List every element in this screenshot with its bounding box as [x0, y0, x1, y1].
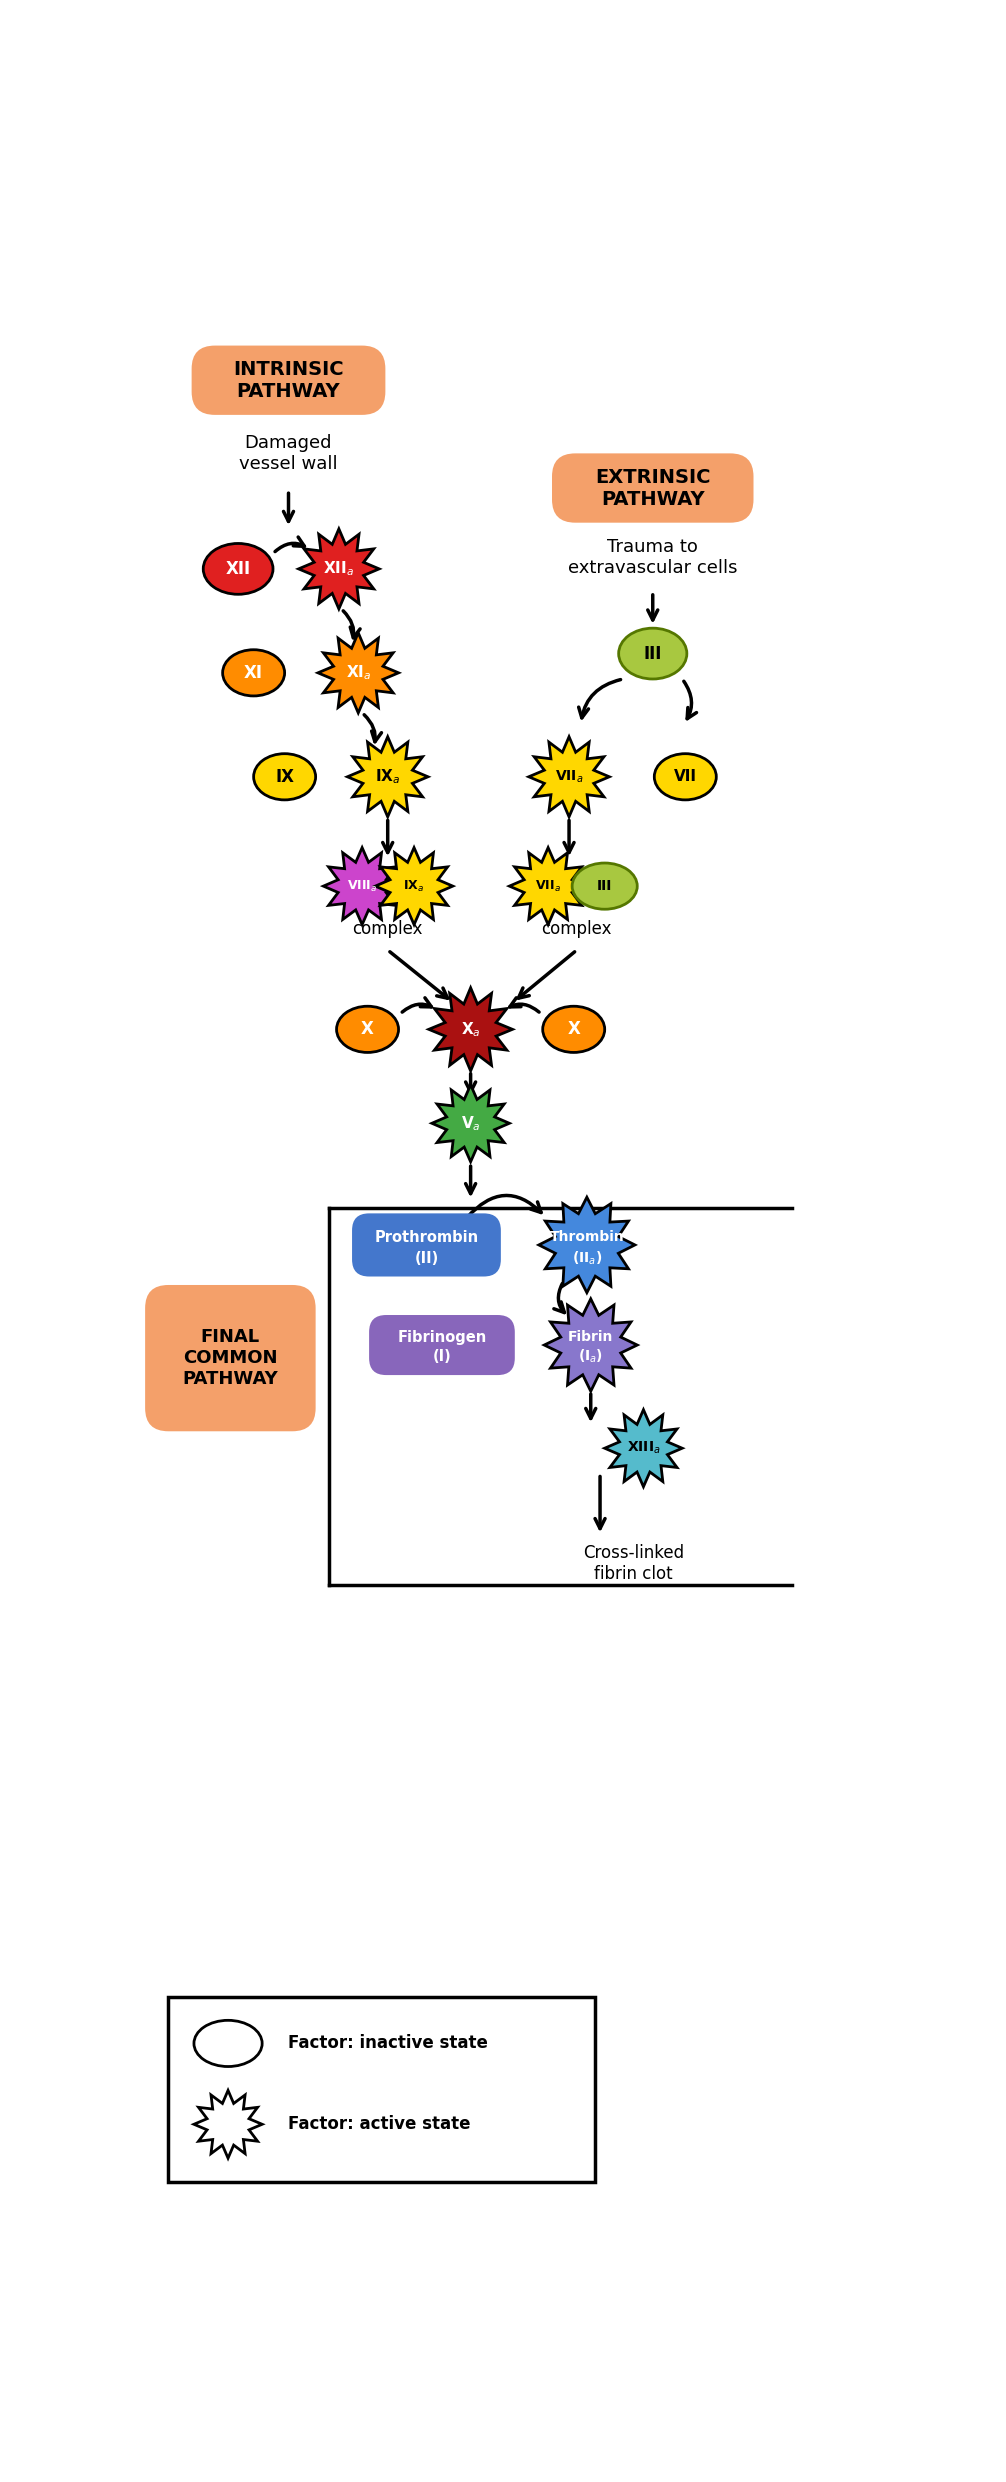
Text: FINAL
COMMON
PATHWAY: FINAL COMMON PATHWAY: [182, 1328, 279, 1387]
Ellipse shape: [542, 1005, 605, 1052]
Text: XI$_a$: XI$_a$: [345, 663, 371, 683]
Text: Thrombin: Thrombin: [549, 1231, 625, 1243]
Text: Trauma to
extravascular cells: Trauma to extravascular cells: [568, 539, 737, 576]
Polygon shape: [432, 1085, 509, 1162]
Polygon shape: [509, 849, 586, 926]
Text: III: III: [644, 645, 662, 663]
Polygon shape: [347, 737, 428, 817]
Polygon shape: [544, 1298, 637, 1392]
Text: XII$_a$: XII$_a$: [323, 558, 354, 578]
Text: (I): (I): [433, 1350, 452, 1365]
Text: IX: IX: [275, 767, 294, 787]
Ellipse shape: [222, 650, 285, 695]
Text: complex: complex: [352, 921, 423, 938]
FancyBboxPatch shape: [352, 1214, 501, 1276]
Text: VII$_a$: VII$_a$: [554, 769, 583, 784]
FancyBboxPatch shape: [369, 1315, 515, 1375]
Polygon shape: [299, 529, 379, 608]
FancyBboxPatch shape: [168, 1998, 595, 2182]
Ellipse shape: [337, 1005, 398, 1052]
Polygon shape: [194, 2090, 263, 2159]
Polygon shape: [539, 1196, 635, 1293]
Text: EXTRINSIC
PATHWAY: EXTRINSIC PATHWAY: [595, 467, 710, 509]
Polygon shape: [323, 849, 400, 926]
Text: complex: complex: [541, 921, 612, 938]
Ellipse shape: [254, 755, 316, 799]
Text: X: X: [567, 1020, 580, 1037]
FancyBboxPatch shape: [145, 1286, 316, 1432]
Text: Factor: active state: Factor: active state: [289, 2115, 471, 2135]
Text: XIII$_a$: XIII$_a$: [627, 1440, 660, 1457]
Text: X$_a$: X$_a$: [461, 1020, 481, 1037]
Text: IX$_a$: IX$_a$: [403, 879, 425, 894]
Text: XII: XII: [225, 561, 250, 578]
Ellipse shape: [654, 755, 716, 799]
Text: (I$_a$): (I$_a$): [578, 1348, 604, 1365]
Ellipse shape: [572, 864, 637, 908]
Ellipse shape: [619, 628, 687, 680]
Polygon shape: [605, 1410, 682, 1487]
Text: XI: XI: [244, 663, 264, 683]
Text: (II$_a$): (II$_a$): [571, 1248, 602, 1266]
FancyBboxPatch shape: [552, 454, 753, 524]
Polygon shape: [529, 737, 610, 817]
Text: Fibrin: Fibrin: [568, 1330, 614, 1345]
Text: Cross-linked
fibrin clot: Cross-linked fibrin clot: [582, 1544, 684, 1584]
Text: Fibrinogen: Fibrinogen: [397, 1330, 487, 1345]
Text: VIII$_a$: VIII$_a$: [347, 879, 377, 894]
Text: V$_a$: V$_a$: [461, 1114, 481, 1132]
Ellipse shape: [203, 544, 273, 593]
Text: III: III: [597, 879, 613, 894]
Text: X: X: [361, 1020, 374, 1037]
Text: Factor: inactive state: Factor: inactive state: [289, 2035, 488, 2053]
Polygon shape: [375, 849, 453, 926]
Text: VII$_a$: VII$_a$: [535, 879, 561, 894]
Text: Damaged
vessel wall: Damaged vessel wall: [239, 434, 338, 472]
Polygon shape: [429, 988, 512, 1070]
Text: VII: VII: [674, 769, 697, 784]
Text: Prothrombin: Prothrombin: [374, 1229, 479, 1246]
FancyBboxPatch shape: [191, 345, 385, 414]
Text: INTRINSIC
PATHWAY: INTRINSIC PATHWAY: [233, 360, 344, 400]
Text: (II): (II): [414, 1251, 439, 1266]
Text: IX$_a$: IX$_a$: [375, 767, 400, 787]
Ellipse shape: [194, 2020, 263, 2068]
Polygon shape: [318, 633, 398, 712]
